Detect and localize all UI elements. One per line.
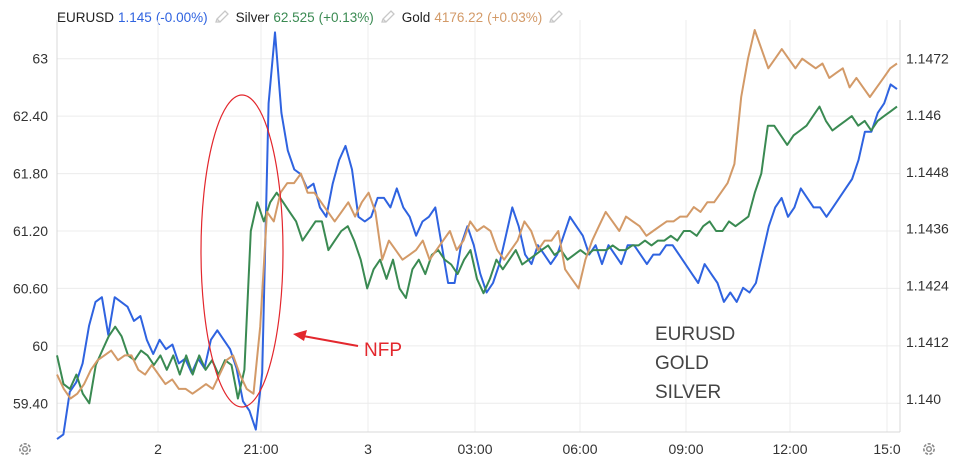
legend-silver-change: (+0.13%) bbox=[318, 9, 374, 25]
note-line-silver: SILVER bbox=[655, 382, 722, 403]
series-line-eurusd bbox=[56, 31, 898, 440]
left-tick-label: 62.40 bbox=[13, 108, 48, 124]
legend-gold-value: 4176.22 bbox=[434, 9, 484, 25]
right-tick-label: 1.140 bbox=[906, 391, 941, 407]
chart-annotations bbox=[200, 94, 359, 408]
x-tick-label: 3 bbox=[364, 441, 372, 457]
pencil-icon[interactable] bbox=[214, 10, 230, 24]
x-tick-label: 12:00 bbox=[772, 441, 807, 457]
left-tick-label: 59.40 bbox=[13, 395, 48, 411]
x-tick-label: 2 bbox=[154, 441, 162, 457]
nfp-label: NFP bbox=[364, 340, 402, 361]
x-tick-label: 15:0 bbox=[873, 441, 900, 457]
legend-silver-value: 62.525 bbox=[273, 9, 315, 25]
nfp-arrow-head bbox=[293, 330, 307, 341]
right-tick-label: 1.1424 bbox=[906, 277, 949, 293]
gear-icon[interactable] bbox=[920, 440, 938, 458]
x-tick-label: 09:00 bbox=[668, 441, 703, 457]
series-line-silver bbox=[56, 105, 898, 405]
left-tick-label: 63 bbox=[32, 51, 48, 67]
left-tick-label: 60.60 bbox=[13, 280, 48, 296]
right-tick-label: 1.1412 bbox=[906, 334, 949, 350]
left-tick-label: 61.20 bbox=[13, 223, 48, 239]
note-line-gold: GOLD bbox=[655, 353, 709, 374]
chart-grid bbox=[57, 20, 900, 432]
gear-icon[interactable] bbox=[16, 440, 34, 458]
nfp-arrow-shaft bbox=[302, 335, 359, 347]
legend-eurusd-name: EURUSD bbox=[57, 9, 115, 25]
instruments-note: EURUSD GOLD SILVER bbox=[655, 320, 735, 407]
nfp-highlight-ellipse bbox=[200, 94, 284, 408]
pencil-icon[interactable] bbox=[380, 10, 396, 24]
pencil-icon[interactable] bbox=[548, 10, 564, 24]
right-tick-label: 1.146 bbox=[906, 107, 941, 123]
legend-gold-change: (+0.03%) bbox=[487, 9, 543, 25]
legend-gold-name: Gold bbox=[401, 9, 431, 25]
legend-eurusd-value: 1.145 bbox=[118, 9, 152, 25]
legend-eurusd-change: (-0.00%) bbox=[155, 9, 208, 25]
right-tick-label: 1.1472 bbox=[906, 50, 949, 66]
series-line-gold bbox=[56, 29, 898, 400]
right-tick-label: 1.1448 bbox=[906, 164, 949, 180]
x-tick-label: 03:00 bbox=[457, 441, 492, 457]
x-tick-label: 06:00 bbox=[562, 441, 597, 457]
legend-item-eurusd[interactable]: EURUSD 1.145 (-0.00%) bbox=[57, 10, 230, 25]
note-line-eurusd: EURUSD bbox=[655, 324, 736, 345]
chart-legend: EURUSD 1.145 (-0.00%) Silver 62.525 (+0.… bbox=[0, 6, 570, 28]
chart-axes: 63 62.40 61.80 61.20 60.60 60 59.40 1.1472 1.146… bbox=[13, 20, 949, 457]
right-tick-label: 1.1436 bbox=[906, 221, 949, 237]
x-tick-label: 21:00 bbox=[243, 441, 278, 457]
left-tick-label: 60 bbox=[32, 338, 48, 354]
left-tick-label: 61.80 bbox=[13, 166, 48, 182]
legend-item-gold[interactable]: Gold 4176.22 (+0.03%) bbox=[402, 10, 565, 25]
chart-series bbox=[56, 29, 898, 440]
